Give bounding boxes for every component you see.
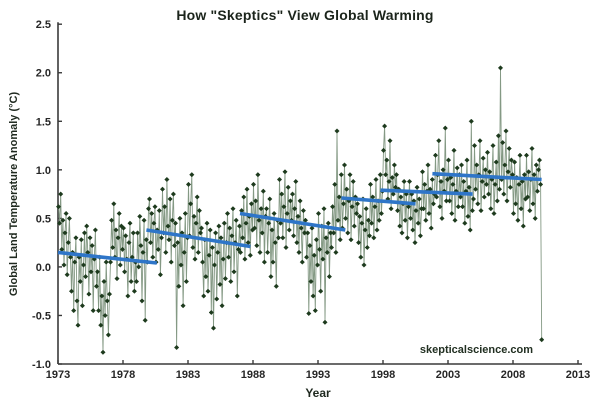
x-tick-label: 2003 <box>436 369 460 381</box>
y-tick-label: 0.5 <box>36 213 51 225</box>
x-tick-label: 2013 <box>566 369 590 381</box>
trend-segment <box>432 171 542 182</box>
y-axis-ticks: 2.5 2.0 1.5 1.0 0.5 0.0 -0.5 -1.0 <box>32 19 62 371</box>
trend-segment <box>146 228 251 249</box>
trend-segment <box>380 188 473 196</box>
chart-title: How "Skeptics" View Global Warming <box>176 7 434 23</box>
y-tick-label: -0.5 <box>32 310 51 322</box>
y-tick-label: 1.0 <box>36 165 51 177</box>
y-axis-title: Global Land Temperature Anomaly (°C) <box>8 91 20 297</box>
trend-segment <box>341 196 416 206</box>
trend-segment <box>57 250 157 265</box>
x-tick-label: 1998 <box>371 369 395 381</box>
axes <box>57 22 582 365</box>
y-tick-label: 0.0 <box>36 262 51 274</box>
y-tick-label: 2.0 <box>36 68 51 80</box>
x-tick-label: 1978 <box>111 369 135 381</box>
y-tick-label: -1.0 <box>32 359 51 371</box>
y-tick-label: 1.5 <box>36 116 51 128</box>
x-axis-ticks: 1973 1978 1983 1988 1993 1998 2003 2008 2013 <box>46 360 590 381</box>
data-point-markers <box>55 65 545 355</box>
x-tick-label: 1973 <box>46 369 70 381</box>
x-axis-title: Year <box>305 386 331 400</box>
watermark: skepticalscience.com <box>419 344 533 356</box>
data-connector-line <box>58 67 543 353</box>
x-tick-label: 1993 <box>306 369 330 381</box>
x-tick-label: 1988 <box>241 369 265 381</box>
x-tick-label: 1983 <box>176 369 200 381</box>
trend-segment <box>239 211 346 232</box>
x-tick-label: 2008 <box>501 369 525 381</box>
y-tick-label: 2.5 <box>36 19 51 31</box>
skeptic-cooling-trend-lines <box>57 171 542 265</box>
